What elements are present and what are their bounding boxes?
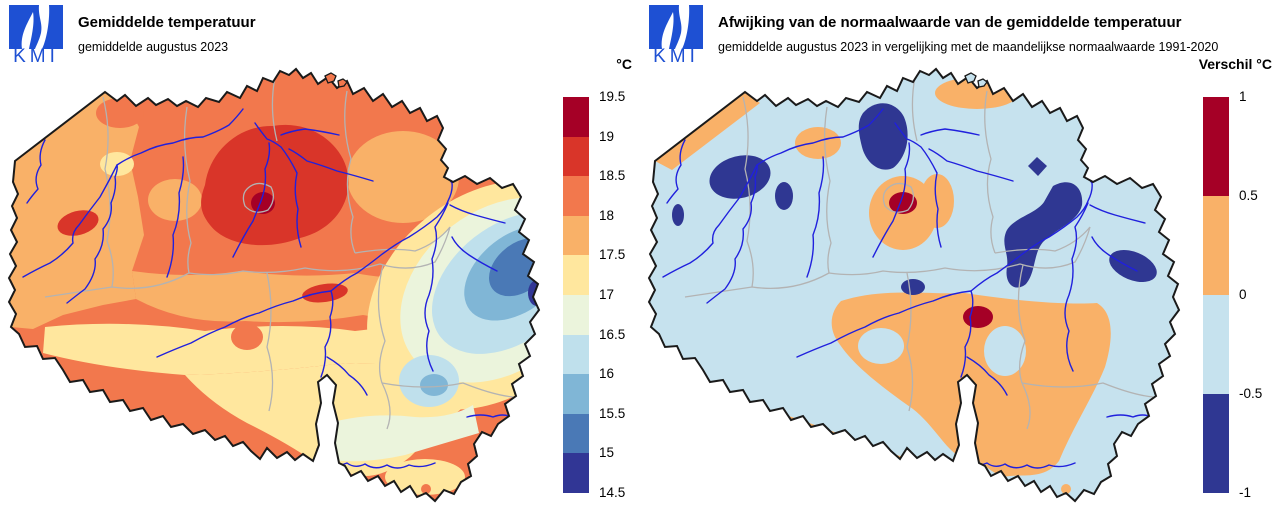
colorbar-tick-label: 16.5 xyxy=(599,326,626,342)
left-colorbar xyxy=(563,97,589,493)
colorbar-tick-label: -1 xyxy=(1239,485,1252,500)
colorbar-segment xyxy=(563,97,589,137)
kmi-logo-text: KMI xyxy=(653,46,699,64)
kmi-logo-icon xyxy=(9,5,63,49)
map-average-temperature xyxy=(8,68,540,502)
left-map-title: Gemiddelde temperatuur xyxy=(78,14,256,31)
colorbar-tick-label: 15 xyxy=(599,445,615,461)
right-colorbar-ticks: 1 0.5 0 -0.5 -1 xyxy=(1239,89,1280,500)
kmi-logo: KMI xyxy=(6,4,68,64)
colorbar-tick-label: 19.5 xyxy=(599,89,626,104)
colorbar-segment xyxy=(1203,394,1229,493)
colorbar-tick-label: 17.5 xyxy=(599,247,626,263)
right-colorbar xyxy=(1203,97,1229,493)
right-colorbar-title: Verschil °C xyxy=(1198,56,1272,72)
colorbar-segment xyxy=(563,334,589,375)
belgium-maps xyxy=(8,68,1180,502)
colorbar-segment xyxy=(1203,295,1229,394)
anomaly-hotspot-brussels xyxy=(889,192,917,214)
right-map-subtitle: gemiddelde augustus 2023 in vergelijking… xyxy=(718,40,1219,54)
colorbar-segment xyxy=(563,453,589,493)
left-colorbar-title: °C xyxy=(616,56,632,72)
colorbar-tick-label: 0 xyxy=(1239,287,1247,302)
left-map-subtitle: gemiddelde augustus 2023 xyxy=(78,40,229,54)
colorbar-tick-label: 18.5 xyxy=(599,168,626,184)
colorbar-tick-label: -0.5 xyxy=(1239,386,1263,401)
colorbar-segment xyxy=(563,215,589,256)
colorbar-segment xyxy=(563,294,589,335)
colorbar-tick-label: 1 xyxy=(1239,89,1247,104)
right-map-title: Afwijking van de normaalwaarde van de ge… xyxy=(718,14,1182,31)
colorbar-tick-label: 18 xyxy=(599,207,615,223)
map-temperature-anomaly xyxy=(648,68,1180,502)
anomaly-hotspot-ardennes xyxy=(963,306,993,328)
colorbar-tick-label: 0.5 xyxy=(1239,188,1258,203)
colorbar-segment xyxy=(1203,196,1229,295)
kmi-logo: KMI xyxy=(646,4,708,64)
kmi-logo-text: KMI xyxy=(13,46,59,64)
colorbar-segment xyxy=(563,413,589,454)
colorbar-segment xyxy=(1203,97,1229,196)
left-colorbar-ticks: 19.5 19 18.5 18 17.5 17 16.5 16 15.5 15 14.5 xyxy=(599,89,649,500)
colorbar-tick-label: 16 xyxy=(599,366,615,382)
colorbar-segment xyxy=(563,255,589,295)
cold-anomaly-kempen xyxy=(858,103,908,170)
colorbar-segment xyxy=(563,136,589,177)
colorbar-tick-label: 17 xyxy=(599,287,615,302)
colorbar-segment xyxy=(563,176,589,216)
colorbar-tick-label: 19 xyxy=(599,128,615,144)
kmi-logo-icon xyxy=(649,5,703,49)
colorbar-segment xyxy=(563,374,589,414)
colorbar-tick-label: 14.5 xyxy=(599,485,626,500)
colorbar-tick-label: 15.5 xyxy=(599,405,626,421)
cold-anomaly-meuse-valley xyxy=(1004,182,1083,288)
warm-zone-center xyxy=(201,124,349,246)
